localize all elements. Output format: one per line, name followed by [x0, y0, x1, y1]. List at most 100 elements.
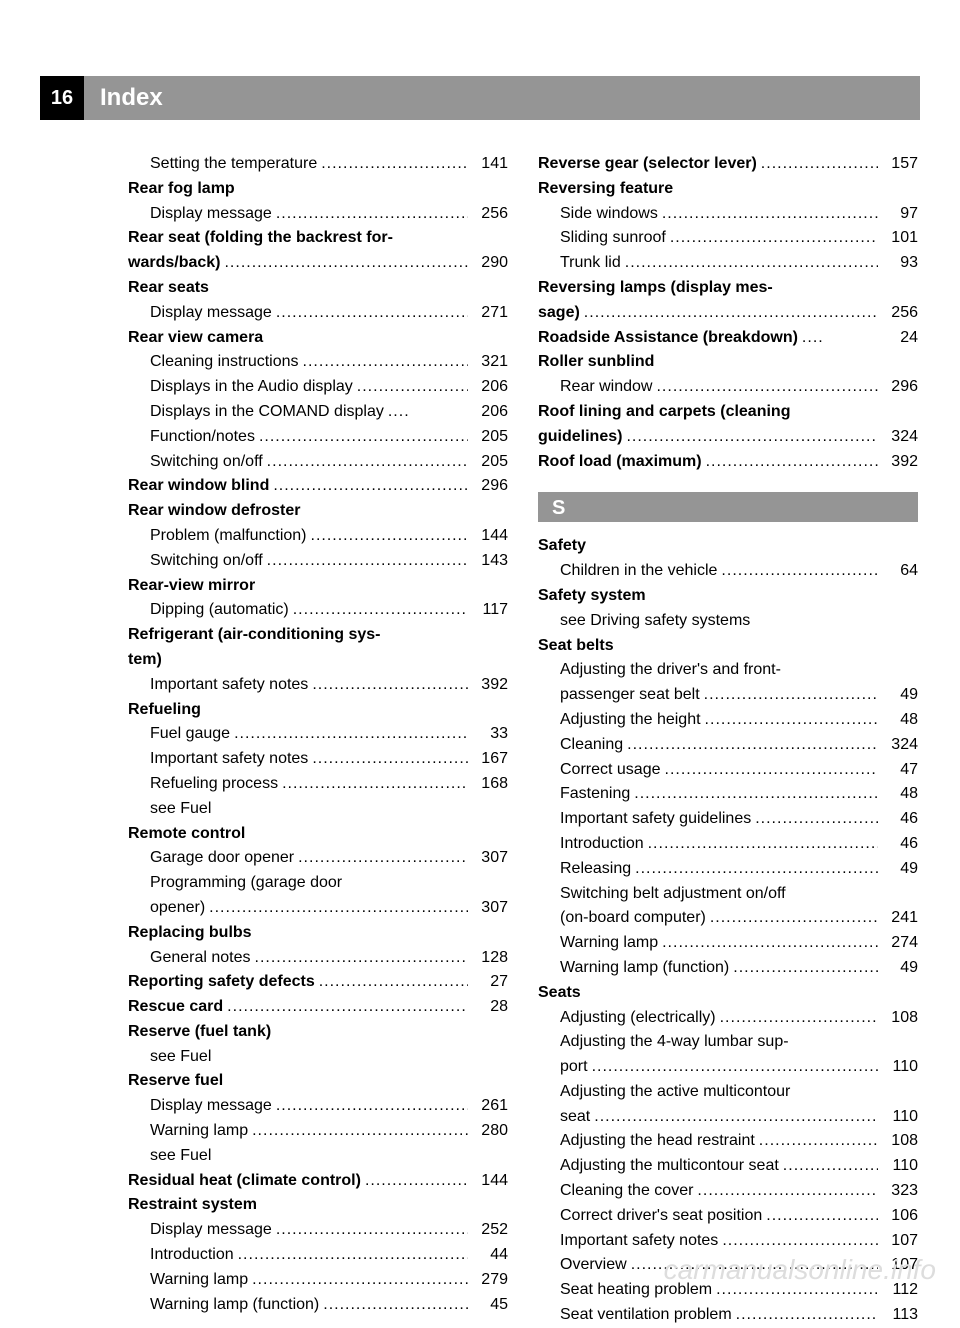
index-entry: Important safety notes .................…	[538, 1229, 918, 1254]
page-ref: 110	[882, 1055, 918, 1080]
leader-dots: ........................................…	[276, 301, 468, 326]
leader-dots: ........................................…	[722, 1229, 878, 1254]
page-ref: 110	[882, 1105, 918, 1130]
page-ref: 48	[882, 782, 918, 807]
index-label: Important safety guidelines	[560, 807, 751, 832]
leader-dots: ........................................…	[227, 995, 468, 1020]
leader-dots: ........................................…	[626, 425, 878, 450]
index-label: Introduction	[150, 1243, 234, 1268]
leader-dots: ........................................…	[267, 450, 468, 475]
leader-dots: ........................................…	[594, 1105, 878, 1130]
leader-dots: ........................................…	[627, 733, 878, 758]
page-ref: 321	[472, 350, 508, 375]
index-heading: Replacing bulbs	[128, 924, 252, 941]
page-ref: 117	[472, 598, 508, 623]
page-ref: 24	[882, 326, 918, 351]
page-ref: 33	[472, 722, 508, 747]
page-ref: 49	[882, 857, 918, 882]
index-label: Important safety notes	[150, 747, 308, 772]
index-entry: Reporting safety defects ...............…	[128, 970, 508, 995]
index-entry: port ...................................…	[538, 1055, 918, 1080]
leader-dots: ........................................…	[319, 970, 468, 995]
index-label: Children in the vehicle	[560, 559, 717, 584]
index-entry: Refueling process ......................…	[128, 772, 508, 797]
leader-dots: ........................................…	[670, 226, 878, 251]
index-entry: Rear window ............................…	[538, 375, 918, 400]
page-ref: 93	[882, 251, 918, 276]
index-entry: Cleaning instructions ..................…	[128, 350, 508, 375]
leader-dots: ........................................…	[710, 906, 878, 931]
index-heading: Seat belts	[538, 637, 614, 654]
index-heading: Refueling	[128, 701, 201, 718]
leader-dots: ........................................…	[721, 559, 878, 584]
leader-dots: ........................................…	[733, 956, 878, 981]
leader-dots: ........................................…	[293, 598, 468, 623]
index-label: Refueling process	[150, 772, 278, 797]
leader-dots: ........................................…	[706, 450, 878, 475]
leader-dots: ........................................…	[759, 1129, 878, 1154]
index-heading: Restraint system	[128, 1196, 257, 1213]
index-label: guidelines)	[538, 425, 622, 450]
index-heading: Refrigerant (air-conditioning sys-	[128, 626, 380, 643]
index-label: Warning lamp	[150, 1268, 248, 1293]
leader-dots: ........................................…	[224, 251, 468, 276]
leader-dots: ........................................…	[783, 1154, 878, 1179]
index-entry: Cleaning the cover .....................…	[538, 1179, 918, 1204]
index-label: Displays in the COMAND display	[150, 400, 384, 425]
page-ref: 97	[882, 202, 918, 227]
leader-dots: ....	[388, 400, 468, 425]
index-label: opener)	[150, 896, 205, 921]
index-label: Dipping (automatic)	[150, 598, 289, 623]
index-entry: sage) ..................................…	[538, 301, 918, 326]
page: 16 Index Setting the temperature .......…	[0, 0, 960, 1302]
page-ref: 49	[882, 956, 918, 981]
index-entry: Warning lamp ...........................…	[128, 1268, 508, 1293]
header-title: Index	[100, 84, 163, 112]
index-entry: opener) ................................…	[128, 896, 508, 921]
index-entry: Adjusting (electrically) ...............…	[538, 1006, 918, 1031]
page-ref: 144	[472, 1169, 508, 1194]
index-label: Warning lamp (function)	[150, 1293, 319, 1318]
page-ref: 296	[472, 474, 508, 499]
leader-dots: ........................................…	[665, 758, 879, 783]
leader-dots: ........................................…	[259, 425, 468, 450]
page-ref: 141	[472, 152, 508, 177]
index-entry: Displays in the COMAND display ....206	[128, 400, 508, 425]
page-ref: 46	[882, 832, 918, 857]
index-label: port	[560, 1055, 588, 1080]
page-ref: 108	[882, 1129, 918, 1154]
leader-dots: ........................................…	[736, 1303, 878, 1328]
leader-dots: ........................................…	[276, 202, 468, 227]
page-ref: 392	[472, 673, 508, 698]
page-ref: 106	[882, 1204, 918, 1229]
index-entry: Switching on/off .......................…	[128, 549, 508, 574]
index-entry: Roof load (maximum) ....................…	[538, 450, 918, 475]
index-label: Warning lamp (function)	[560, 956, 729, 981]
page-ref: 143	[472, 549, 508, 574]
page-ref: 307	[472, 896, 508, 921]
leader-dots: ........................................…	[323, 1293, 468, 1318]
leader-dots: ........................................…	[303, 350, 468, 375]
leader-dots: ........................................…	[656, 375, 878, 400]
leader-dots: ....	[802, 326, 878, 351]
leader-dots: ........................................…	[298, 846, 468, 871]
index-heading: Rear-view mirror	[128, 577, 255, 594]
page-ref: 45	[472, 1293, 508, 1318]
index-label: Reverse gear (selector lever)	[538, 152, 757, 177]
page-ref: 44	[472, 1243, 508, 1268]
index-heading: Rear view camera	[128, 329, 263, 346]
index-entry: Fastening ..............................…	[538, 782, 918, 807]
page-ref: 271	[472, 301, 508, 326]
index-entry: Sliding sunroof ........................…	[538, 226, 918, 251]
page-ref: 113	[882, 1303, 918, 1328]
index-heading: Roller sunblind	[538, 353, 654, 370]
index-heading: Rear seats	[128, 279, 209, 296]
index-entry: wards/back) ............................…	[128, 251, 508, 276]
page-ref: 256	[882, 301, 918, 326]
index-heading: Adjusting the 4-way lumbar sup-	[560, 1033, 789, 1050]
section-letter: S	[538, 492, 918, 522]
index-label: Trunk lid	[560, 251, 621, 276]
leader-dots: ........................................…	[252, 1119, 468, 1144]
index-label: Rescue card	[128, 995, 223, 1020]
index-heading: Reversing lamps (display mes-	[538, 279, 773, 296]
